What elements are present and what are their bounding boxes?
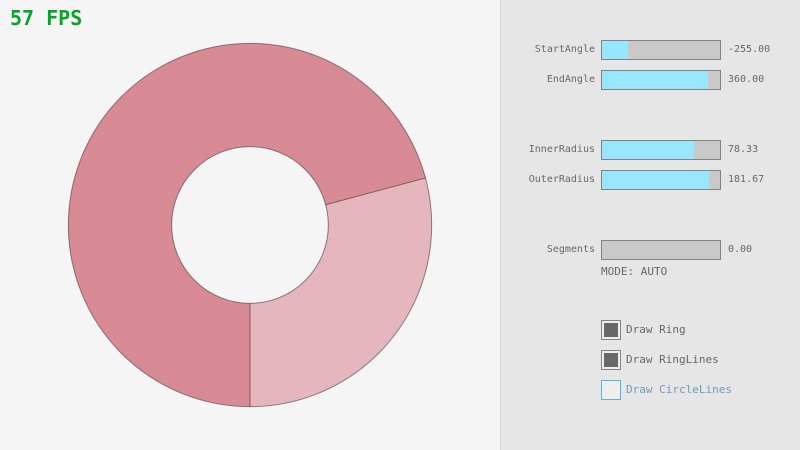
checkbox-label-draw-ringlines: Draw RingLines xyxy=(626,353,719,366)
slider-label-outer-radius: OuterRadius xyxy=(528,174,595,185)
checkbox-draw-ringlines: Draw RingLines xyxy=(501,350,800,370)
ring-sector-single-coverage xyxy=(250,177,432,407)
slider-fill-outer-radius xyxy=(602,171,710,189)
slider-label-end-angle: EndAngle xyxy=(546,74,595,85)
slider-label-inner-radius: InnerRadius xyxy=(528,144,595,155)
ring-outline-lines xyxy=(67,42,433,408)
slider-start-angle[interactable] xyxy=(601,40,721,60)
slider-end-angle[interactable] xyxy=(601,70,721,90)
checkbox-box-draw-ring[interactable] xyxy=(601,320,621,340)
slider-value-outer-radius: 181.67 xyxy=(728,174,765,185)
slider-segments[interactable] xyxy=(601,240,721,260)
slider-value-start-angle: -255.00 xyxy=(728,44,771,55)
slider-value-end-angle: 360.00 xyxy=(728,74,765,85)
ring-chart xyxy=(67,42,433,408)
slider-value-segments: 0.00 xyxy=(728,244,753,255)
checkbox-box-draw-circlelines[interactable] xyxy=(601,380,621,400)
ring-outer-circle-line xyxy=(67,42,433,408)
slider-inner-radius[interactable] xyxy=(601,140,721,160)
ring-inner-circle-line xyxy=(171,146,329,304)
slider-row-start-angle: StartAngle -255.00 xyxy=(501,40,800,60)
ring-start-angle-line xyxy=(325,177,426,206)
slider-label-start-angle: StartAngle xyxy=(534,44,595,55)
slider-fill-inner-radius xyxy=(602,141,695,159)
check-mark xyxy=(604,353,618,367)
slider-outer-radius[interactable] xyxy=(601,170,721,190)
slider-row-end-angle: EndAngle 360.00 xyxy=(501,70,800,90)
slider-row-outer-radius: OuterRadius 181.67 xyxy=(501,170,800,190)
controls-panel: StartAngle -255.00 EndAngle 360.00 Inner… xyxy=(500,0,800,450)
checkbox-draw-circlelines: Draw CircleLines xyxy=(501,380,800,400)
slider-row-inner-radius: InnerRadius 78.33 xyxy=(501,140,800,160)
mode-label: MODE: AUTO xyxy=(601,265,668,278)
checkbox-label-draw-ring: Draw Ring xyxy=(626,323,686,336)
slider-fill-start-angle xyxy=(602,41,628,59)
checkbox-label-draw-circlelines: Draw CircleLines xyxy=(626,383,732,396)
checkbox-box-draw-ringlines[interactable] xyxy=(601,350,621,370)
slider-fill-end-angle xyxy=(602,71,709,89)
slider-row-segments: Segments 0.00 xyxy=(501,240,800,260)
fps-counter: 57 FPS xyxy=(10,6,83,30)
slider-value-inner-radius: 78.33 xyxy=(728,144,759,155)
checkbox-draw-ring: Draw Ring xyxy=(501,320,800,340)
slider-label-segments: Segments xyxy=(546,244,595,255)
check-mark xyxy=(604,323,618,337)
